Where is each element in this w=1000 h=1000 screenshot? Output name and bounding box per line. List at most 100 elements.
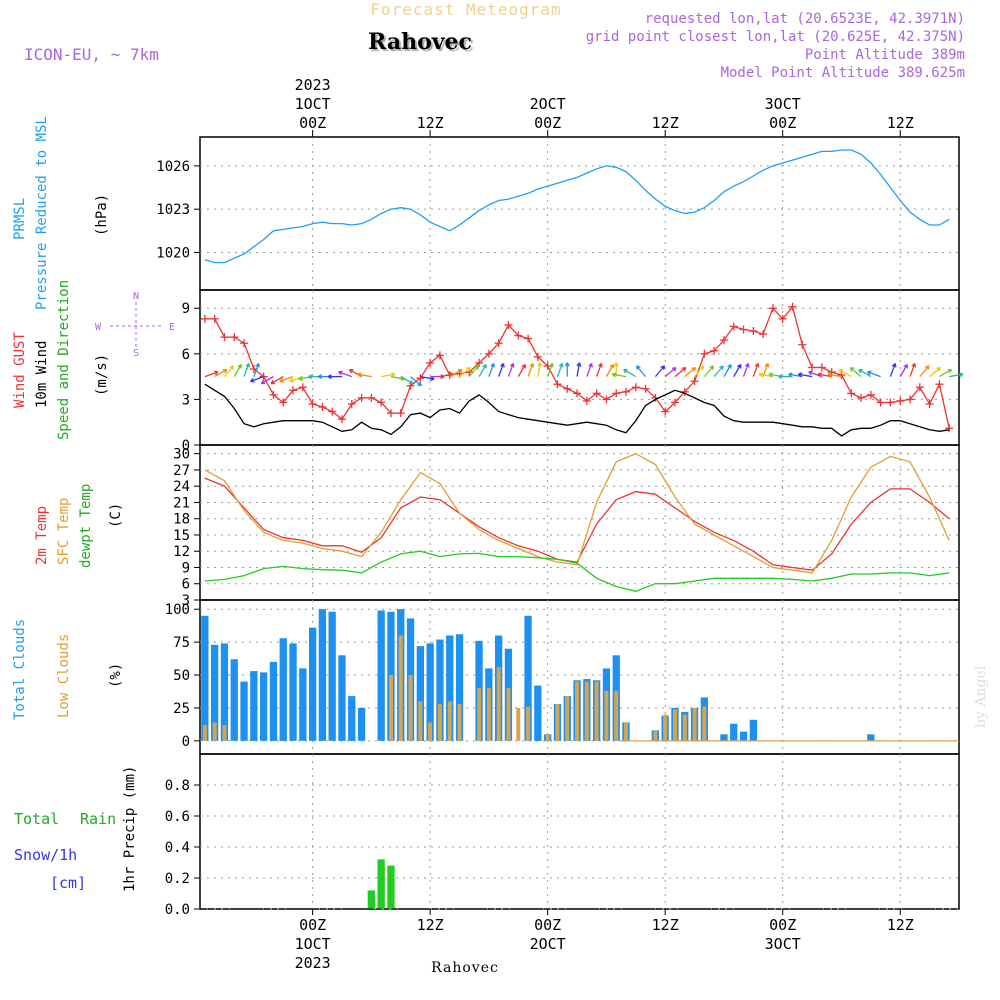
gust-marker [670,398,679,407]
wind-arrow [949,372,964,378]
gust-marker [857,393,866,402]
wind-arrow [357,372,372,378]
bar [426,643,434,741]
wind-arrow [449,368,463,378]
y-tick-label: 24 [173,479,190,495]
total-label: Total [14,810,59,828]
gust-marker [269,390,278,399]
rain-label: Rain [80,810,116,828]
forecast-title: Forecast Meteogram [370,0,561,19]
bar [437,704,442,741]
panel-frame [199,289,960,446]
panel-3: 0 25 50 75 100 [165,599,960,755]
y-tick-label: 1026 [156,159,190,175]
grid-point-coords: grid point closest lon,lat (20.625E, 42.… [586,29,965,45]
y-tick-label: 15 [173,528,190,544]
gust-marker [308,399,317,408]
bar [318,609,326,741]
series-line [204,305,950,429]
compass-rose: N S W E [95,291,175,359]
wind10-label: 10m Wind [34,341,50,408]
bar [211,644,219,741]
bottom-time-label-2-1: 2OCT [530,935,566,953]
y-tick-label: 6 [182,347,190,363]
bar [279,638,287,741]
y-tick-label: 75 [173,635,190,651]
bar [506,688,511,741]
wind-arrow [279,376,294,383]
gust-marker [778,314,787,323]
watermark: by Angel [973,665,989,728]
wind-arrow [260,376,274,385]
wind-arrow [498,362,505,377]
wind-arrow [939,368,953,378]
wind-arrow [537,362,543,377]
top-time-label-1-0: 12Z [417,114,444,132]
bar [673,709,677,741]
gust-marker [798,340,807,349]
wind-arrow [576,362,582,377]
bar [624,722,628,741]
wind-arrow [459,366,471,378]
bar [720,734,728,741]
gust-marker [416,374,425,383]
gust-marker [710,346,719,355]
y-tick-label: 25 [173,701,190,717]
gust-marker [367,393,376,402]
bar [447,701,452,741]
wind-arrow [586,362,593,377]
series-line [204,383,950,437]
bottom-time-label-0-2: 2023 [295,954,331,972]
wind-arrow [478,363,487,377]
gust-marker [749,327,758,336]
header: Forecast Meteogram Rahovec ICON-EU, ~ 7k… [24,0,965,81]
y-tick-label: 30 [173,447,190,463]
gust-marker [318,403,327,412]
wind-arrow [381,372,396,378]
cm-label: [cm] [50,874,86,892]
wind-arrow [564,362,570,377]
bar [222,725,227,741]
gust-label: Wind GUST [12,332,28,408]
y-tick-label: 6 [182,577,190,593]
bar [594,681,599,741]
gust-marker [573,389,582,398]
footer-location: Rahovec [431,960,499,976]
wind-arrow [517,363,526,377]
wind-arrow [899,363,908,377]
y-tick-label: 1023 [156,202,190,218]
hpa-label: (hPa) [94,194,110,236]
total-clouds-label: Total Clouds [12,619,28,720]
panel-frame [199,444,960,601]
gust-marker [915,383,924,392]
bar [867,734,875,741]
gust-marker [279,398,288,407]
gust-marker [504,320,513,329]
gust-marker [602,395,611,404]
pct-label: (%) [108,663,124,688]
gust-marker [906,395,915,404]
wind-arrow [623,368,637,378]
wind-arrow [611,372,627,378]
point-altitude: Point Altitude 389m [805,47,965,63]
wind-arrow [723,363,732,377]
top-time-label-0-2: 00Z [299,114,326,132]
sfc-label: SFC Temp [56,498,72,565]
wind-arrow [488,362,495,377]
bar [202,725,207,741]
y-tick-label: 21 [173,495,190,511]
gust-marker [690,377,699,386]
gust-marker [426,358,435,367]
gust-marker [230,333,239,342]
bar [555,704,560,741]
gust-marker [298,383,307,392]
wind-arrow [410,376,422,387]
gust-marker [876,398,885,407]
wind-arrow [250,376,264,383]
bar [446,635,454,741]
panel-0: 1020 1023 1026 [156,136,960,291]
bar [367,890,375,909]
y-tick-label: 0.6 [165,809,190,825]
precip-label: 1hr Precip (mm) [122,766,138,892]
